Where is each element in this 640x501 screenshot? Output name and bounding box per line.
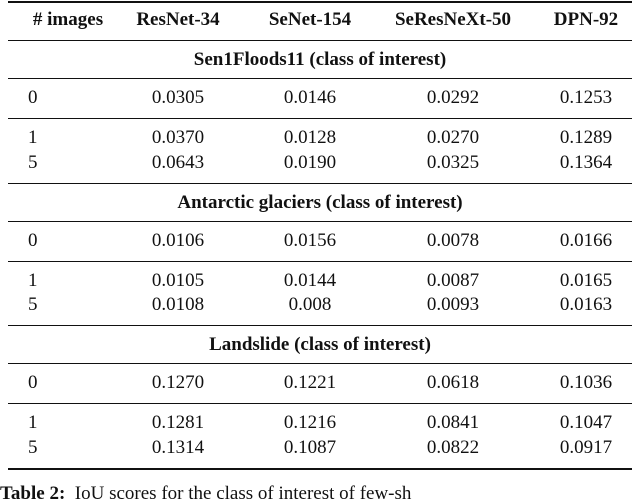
- row-label: 5: [28, 151, 38, 173]
- cell-value: 0.1289: [559, 127, 613, 148]
- row-label: 0: [28, 372, 38, 393]
- cell-value: 0.0305: [151, 87, 205, 108]
- cell-value: 0.1087: [283, 436, 337, 458]
- section-title: Sen1Floods11 (class of interest): [193, 49, 447, 70]
- column-header: ResNet-34: [136, 9, 220, 30]
- cell-value: 0.1281: [151, 412, 205, 433]
- cell-value: 0.0166: [559, 229, 613, 251]
- cell-value: 0.0093: [426, 294, 480, 315]
- cell-value: 0.0087: [426, 269, 480, 291]
- cell-value: 0.0270: [426, 127, 480, 148]
- cell-value: 0.0618: [426, 372, 480, 393]
- rule: [8, 363, 632, 364]
- cell-value: 0.008: [288, 294, 332, 315]
- cell-value: 0.0128: [283, 127, 337, 148]
- cell-value: 0.0643: [151, 151, 205, 173]
- cell-value: 0.1036: [559, 372, 613, 393]
- cell-value: 0.0917: [559, 436, 613, 458]
- cell-value: 0.1270: [151, 372, 205, 393]
- row-label: 5: [28, 436, 38, 458]
- row-label: 1: [28, 127, 38, 148]
- cell-value: 0.0105: [151, 269, 205, 291]
- cell-value: 0.0822: [426, 436, 480, 458]
- section-title: Antarctic glaciers (class of interest): [177, 191, 463, 213]
- cell-value: 0.0108: [151, 294, 205, 315]
- column-header: SeResNeXt-50: [394, 9, 512, 30]
- cell-value: 0.1221: [283, 372, 337, 393]
- row-label: 0: [28, 229, 38, 251]
- cell-value: 0.0841: [426, 412, 480, 433]
- cell-value: 0.0190: [283, 151, 337, 173]
- cell-value: 0.1216: [283, 412, 337, 433]
- column-header: SeNet-154: [268, 9, 352, 30]
- cell-value: 0.0165: [559, 269, 613, 291]
- cell-value: 0.0292: [426, 87, 480, 108]
- cell-value: 0.1253: [559, 87, 613, 108]
- cell-value: 0.0370: [151, 127, 205, 148]
- rule: [8, 182, 632, 184]
- caption: Table 2: IoU scores for the class of int…: [0, 483, 411, 501]
- column-header: # images: [32, 9, 104, 30]
- caption-text: IoU scores for the class of interest of …: [74, 483, 412, 501]
- rule: [8, 118, 632, 119]
- cell-value: 0.1047: [559, 412, 613, 433]
- rule: [8, 40, 632, 41]
- rule: [8, 1, 632, 3]
- cell-value: 0.0163: [559, 294, 613, 315]
- row-label: 1: [28, 269, 38, 291]
- cell-value: 0.1314: [151, 436, 205, 458]
- cell-value: 0.0144: [283, 269, 337, 291]
- rule: [8, 403, 632, 404]
- caption-label: Table 2:: [0, 483, 66, 501]
- column-header: DPN-92: [553, 9, 619, 30]
- rule: [8, 78, 632, 79]
- cell-value: 0.0146: [283, 87, 337, 108]
- rule: [8, 220, 632, 222]
- cell-value: 0.0325: [426, 151, 480, 173]
- cell-value: 0.0156: [283, 229, 337, 251]
- rule: [8, 325, 632, 326]
- cell-value: 0.0106: [151, 229, 205, 251]
- section-title: Landslide (class of interest): [209, 334, 431, 355]
- row-label: 5: [28, 294, 38, 315]
- row-label: 1: [28, 412, 38, 433]
- cell-value: 0.1364: [559, 151, 613, 173]
- row-label: 0: [28, 87, 38, 108]
- rule: [8, 467, 632, 470]
- cell-value: 0.0078: [426, 229, 480, 251]
- rule: [8, 260, 632, 262]
